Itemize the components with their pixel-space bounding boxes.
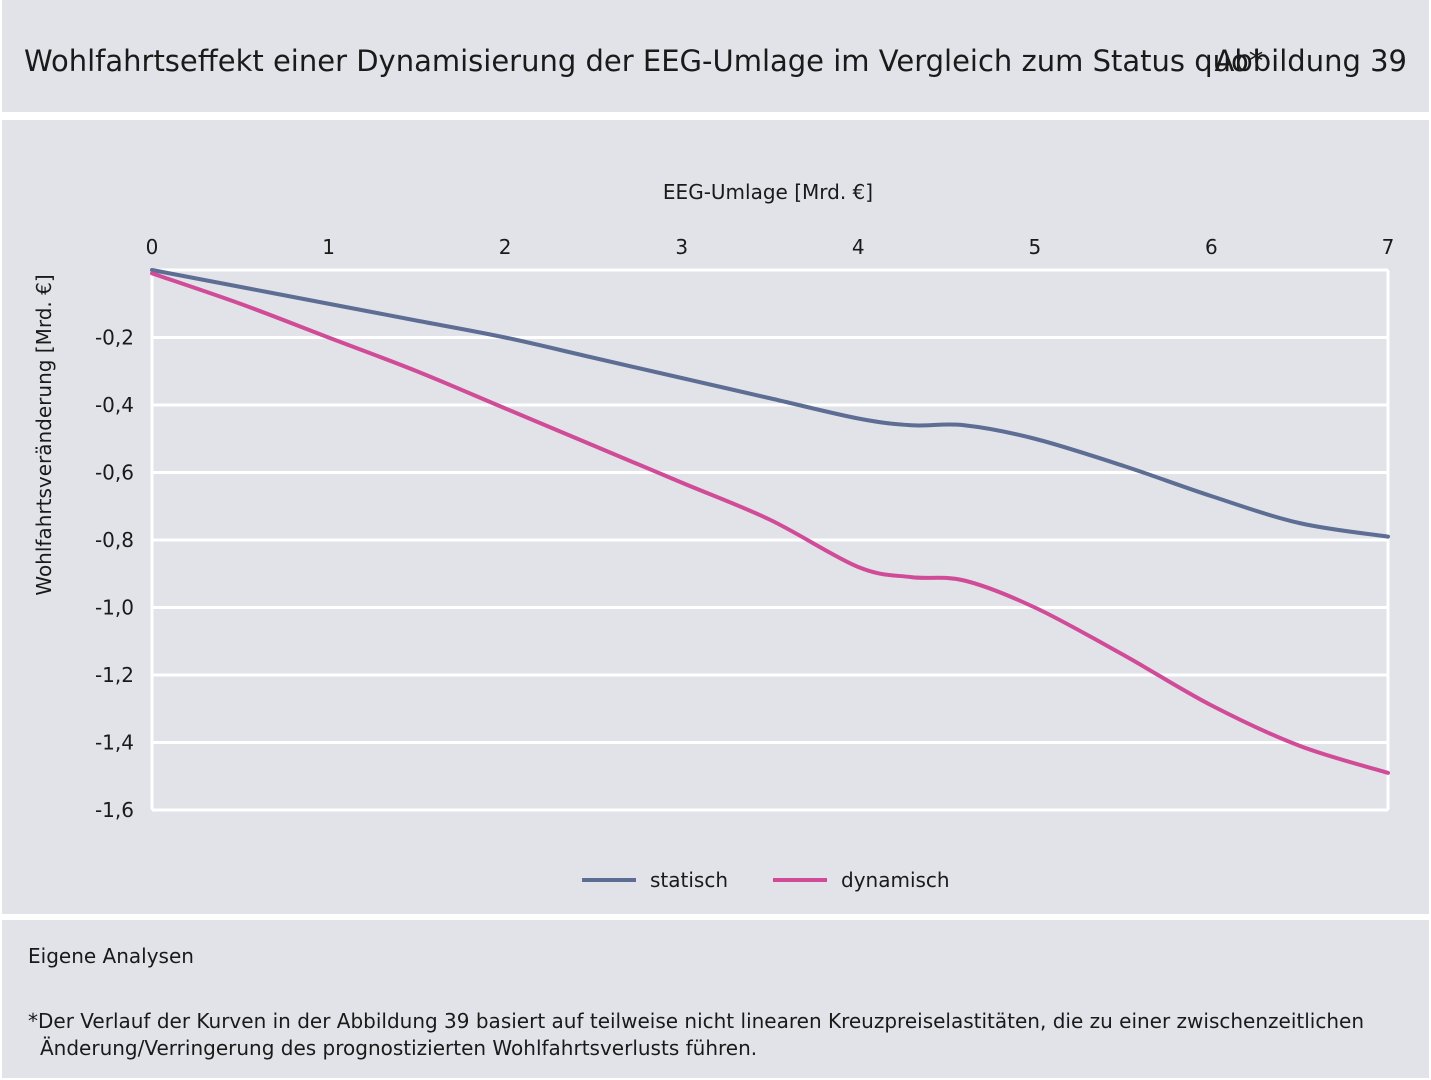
y-tick-label: -0,8 [95, 528, 134, 552]
x-axis-label: EEG-Umlage [Mrd. €] [663, 180, 873, 204]
legend: statisch dynamisch [582, 868, 950, 892]
x-tick-label: 5 [1028, 235, 1041, 259]
x-tick-label: 1 [322, 235, 335, 259]
chart-title: Wohlfahrtseffekt einer Dynamisierung der… [24, 44, 1264, 78]
x-tick-label: 0 [146, 235, 159, 259]
line-chart: 0 1 2 3 4 5 6 7 -0,2 -0,4 -0,6 -0,8 -1,0 -1,2 -1,4 -1,… [32, 180, 1395, 892]
header-panel: Wohlfahrtseffekt einer Dynamisierung der… [2, 0, 1429, 112]
y-tick-label: -0,4 [95, 393, 134, 417]
source-note: Eigene Analysen [28, 944, 194, 968]
y-axis-label: Wohlfahrtsveränderung [Mrd. €] [32, 274, 56, 595]
series-lines [150, 268, 1390, 775]
series-line-statisch [150, 268, 1390, 539]
x-tick-label: 6 [1205, 235, 1218, 259]
y-tick-label: -0,6 [95, 461, 134, 485]
x-tick-label: 2 [499, 235, 512, 259]
legend-label-dynamisch: dynamisch [841, 868, 950, 892]
y-tick-label: -1,4 [95, 731, 134, 755]
chart-panel: 0 1 2 3 4 5 6 7 -0,2 -0,4 -0,6 -0,8 -1,0 -1,2 -1,4 -1,… [2, 120, 1429, 914]
y-tick-label: -0,2 [95, 326, 134, 350]
grid [150, 268, 1390, 812]
legend-label-statisch: statisch [650, 868, 728, 892]
y-tick-labels: -0,2 -0,4 -0,6 -0,8 -1,0 -1,2 -1,4 -1,6 [95, 326, 134, 823]
y-tick-label: -1,6 [95, 798, 134, 822]
x-tick-label: 4 [852, 235, 865, 259]
footer-panel: Eigene Analysen *Der Verlauf der Kurven … [2, 920, 1429, 1078]
y-tick-label: -1,0 [95, 596, 134, 620]
x-tick-labels: 0 1 2 3 4 5 6 7 [146, 235, 1395, 259]
series-line-dynamisch [150, 271, 1390, 775]
footnote-line-2: Änderung/Verringerung des prognostiziert… [40, 1036, 758, 1060]
x-tick-label: 3 [675, 235, 688, 259]
x-tick-label: 7 [1382, 235, 1395, 259]
footnote-line-1: *Der Verlauf der Kurven in der Abbildung… [28, 1009, 1365, 1033]
y-tick-label: -1,2 [95, 663, 134, 687]
figure-label: Abbildung 39 [1214, 44, 1407, 78]
footnote: *Der Verlauf der Kurven in der Abbildung… [28, 1008, 1413, 1062]
